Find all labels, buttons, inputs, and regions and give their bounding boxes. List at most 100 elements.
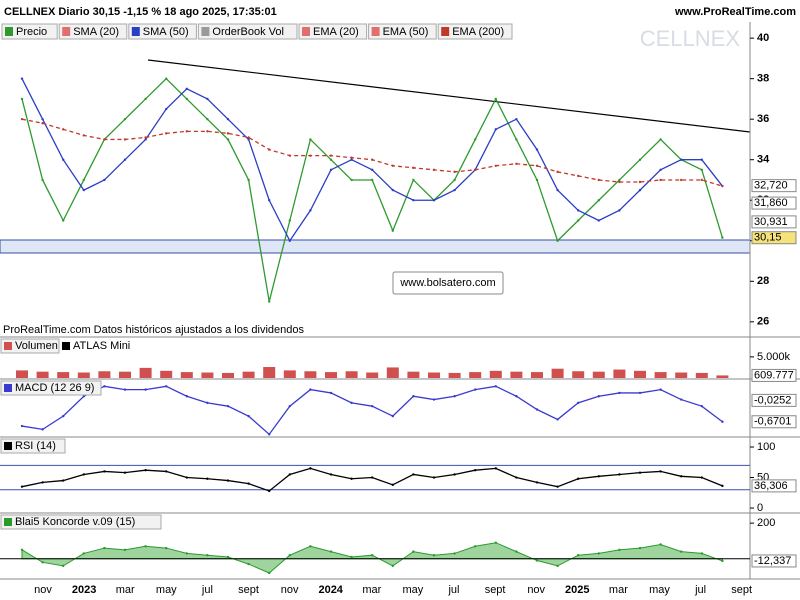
data-point [371, 404, 374, 408]
data-point [474, 388, 477, 391]
data-point [268, 199, 271, 202]
bar [263, 367, 276, 378]
data-point [82, 473, 86, 476]
data-point [597, 199, 600, 202]
data-point [247, 136, 250, 139]
data-point [103, 470, 106, 473]
data-point [123, 117, 127, 121]
data-point [123, 138, 127, 141]
legend-item [58, 23, 128, 40]
bar [407, 371, 420, 378]
data-point [185, 395, 188, 398]
bar [36, 371, 49, 378]
y-tick-label: 5.000k [757, 351, 791, 363]
x-tick-label: nov [527, 584, 545, 596]
data-point [329, 550, 333, 553]
data-point [309, 545, 312, 548]
data-point [659, 178, 662, 182]
data-point [659, 470, 662, 473]
bar [77, 372, 90, 378]
panel-swatch [4, 442, 12, 450]
data-point [638, 180, 642, 184]
price-label-box [751, 215, 797, 229]
price-label-box [751, 231, 797, 245]
bar [634, 370, 646, 378]
data-point [474, 545, 477, 548]
y-tick-label: 38 [757, 73, 769, 85]
legend-label: EMA (50) [383, 26, 429, 38]
x-tick-label: 2024 [318, 584, 343, 596]
panel-swatch [62, 342, 70, 350]
data-point [659, 138, 662, 141]
data-point [453, 473, 456, 476]
data-point [371, 158, 374, 161]
legend-item [197, 23, 298, 40]
data-point [62, 414, 65, 418]
data-point [350, 178, 353, 182]
data-point [41, 561, 44, 564]
data-point [165, 107, 168, 111]
x-tick-label: may [403, 584, 424, 596]
last-label: -12,337 [754, 555, 791, 567]
data-point [700, 404, 703, 408]
data-point [721, 236, 724, 239]
data-point [556, 170, 559, 174]
x-tick-label: mar [116, 584, 135, 596]
panel-title-box [0, 438, 66, 454]
panel-title-box [0, 514, 162, 530]
legend-label: Precio [16, 26, 47, 38]
data-point [82, 188, 86, 192]
data-point [329, 391, 333, 395]
legend-swatch [201, 27, 210, 36]
data-point [474, 469, 477, 472]
data-point [226, 138, 230, 141]
data-point [412, 178, 415, 182]
data-point [556, 485, 559, 488]
data-point [556, 239, 559, 242]
bar [366, 372, 379, 378]
data-point [618, 180, 621, 184]
data-point [618, 548, 621, 552]
data-point [494, 97, 497, 101]
data-point [721, 420, 724, 423]
data-point [103, 546, 106, 550]
x-tick-label: nov [281, 584, 299, 596]
x-tick-label: jul [694, 584, 706, 596]
y-tick-label: 100 [757, 441, 775, 453]
data-point [577, 209, 580, 212]
data-point [309, 154, 312, 157]
data-point [597, 475, 600, 478]
data-point [597, 219, 600, 222]
data-point [268, 433, 271, 436]
data-point [432, 398, 436, 401]
data-point [41, 122, 44, 125]
bar [16, 370, 28, 378]
data-point [597, 552, 600, 555]
data-point [391, 229, 394, 232]
data-point [412, 550, 415, 553]
data-point [62, 219, 65, 222]
last-label-box [751, 554, 797, 568]
data-point [82, 395, 86, 398]
y-tick-label: 26 [757, 316, 769, 328]
data-point [144, 136, 147, 139]
y-tick-label: 0 [757, 502, 763, 514]
data-point [453, 178, 456, 182]
note: ProRealTime.com Datos históricos ajustad… [3, 324, 305, 336]
data-point [618, 473, 621, 476]
y-tick-label: 36 [757, 113, 769, 125]
trendline [147, 59, 751, 133]
bar [654, 372, 667, 378]
data-point [494, 541, 497, 544]
last-label-box [751, 393, 797, 407]
data-point [82, 552, 86, 555]
data-point [288, 404, 291, 408]
data-point [62, 158, 65, 161]
data-point [535, 164, 539, 167]
legend-item [1, 23, 58, 40]
bar [531, 372, 543, 378]
data-point [391, 188, 394, 192]
data-point [432, 199, 436, 202]
data-point [165, 132, 168, 135]
data-point [659, 168, 662, 172]
